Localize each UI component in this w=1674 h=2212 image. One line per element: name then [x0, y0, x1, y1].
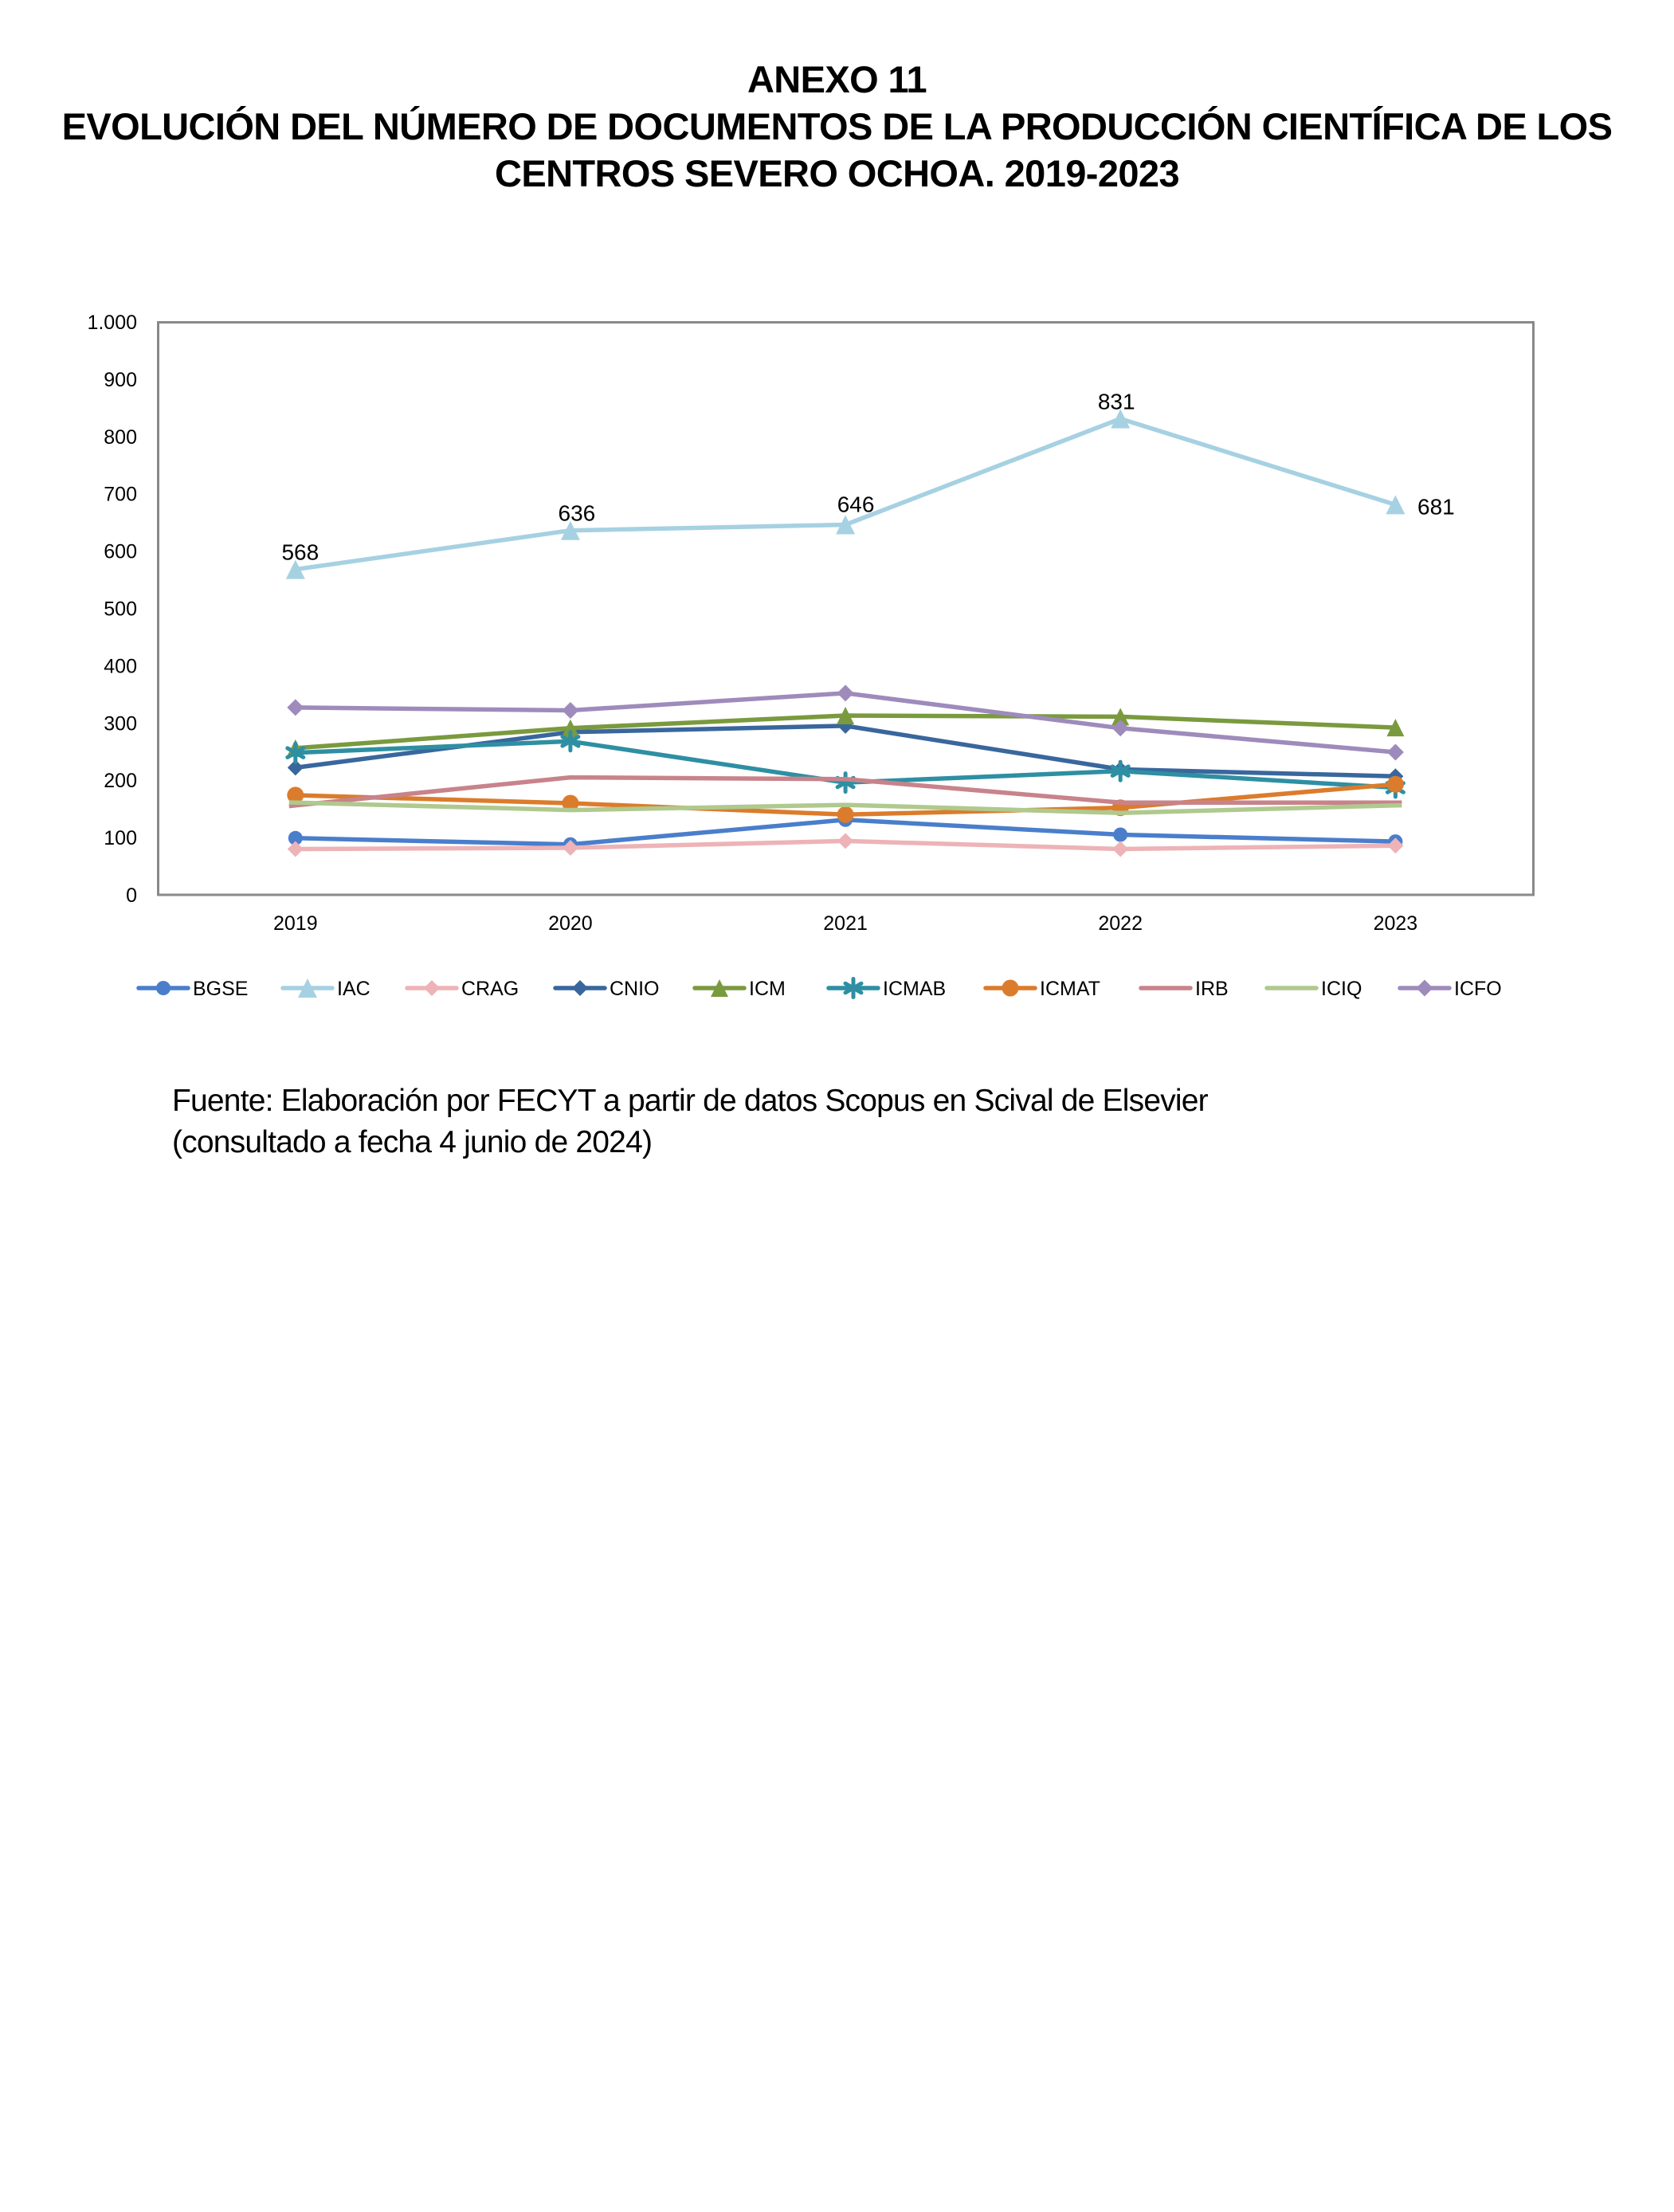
svg-text:646: 646: [837, 492, 875, 517]
svg-text:IRB: IRB: [1195, 978, 1229, 1000]
svg-text:900: 900: [104, 369, 137, 391]
svg-text:2020: 2020: [548, 912, 593, 935]
svg-text:100: 100: [104, 827, 137, 849]
svg-text:2021: 2021: [823, 912, 868, 935]
svg-text:ICM: ICM: [749, 978, 786, 1000]
svg-text:CNIO: CNIO: [610, 978, 660, 1000]
svg-text:2023: 2023: [1374, 912, 1418, 935]
svg-text:2022: 2022: [1098, 912, 1143, 935]
svg-text:0: 0: [126, 884, 137, 907]
svg-text:ICIQ: ICIQ: [1321, 978, 1362, 1000]
svg-text:1.000: 1.000: [87, 312, 137, 334]
svg-text:636: 636: [559, 501, 596, 526]
svg-text:200: 200: [104, 770, 137, 792]
svg-text:400: 400: [104, 655, 137, 677]
svg-text:IAC: IAC: [337, 978, 370, 1000]
svg-text:700: 700: [104, 484, 137, 506]
svg-text:568: 568: [281, 540, 319, 565]
svg-text:CRAG: CRAG: [461, 978, 519, 1000]
svg-text:800: 800: [104, 426, 137, 449]
svg-text:ICMAB: ICMAB: [883, 978, 946, 1000]
svg-text:2019: 2019: [273, 912, 318, 935]
svg-text:600: 600: [104, 541, 137, 563]
svg-text:300: 300: [104, 712, 137, 735]
svg-text:BGSE: BGSE: [193, 978, 248, 1000]
svg-text:500: 500: [104, 598, 137, 621]
svg-text:ICFO: ICFO: [1454, 978, 1502, 1000]
svg-text:ICMAT: ICMAT: [1040, 978, 1100, 1000]
svg-text:681: 681: [1417, 494, 1455, 519]
svg-text:831: 831: [1098, 390, 1135, 414]
